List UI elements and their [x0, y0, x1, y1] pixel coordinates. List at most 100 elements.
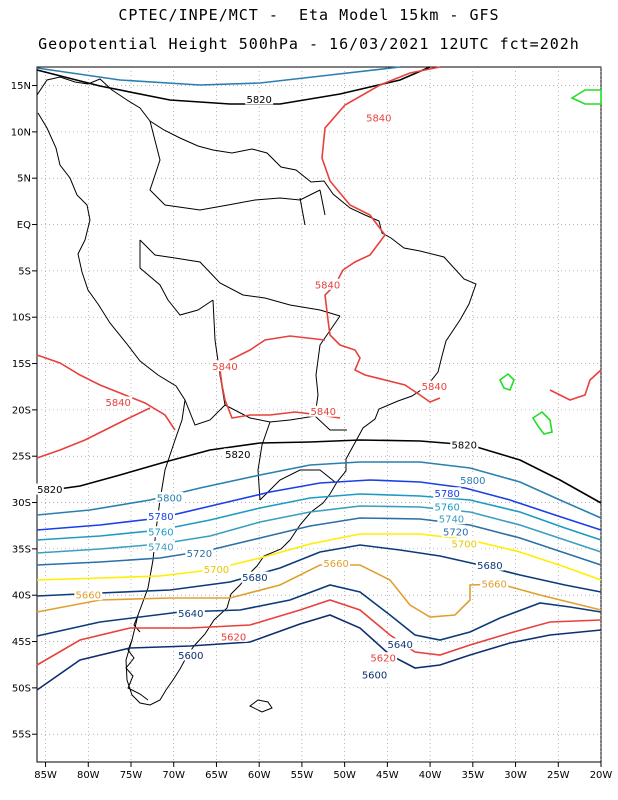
lat-tick-label: 15S	[12, 359, 31, 370]
country-borders	[139, 120, 347, 501]
contour-5680	[36, 544, 602, 597]
contour-5700	[36, 533, 602, 581]
contour-label-text: 5780	[148, 512, 173, 523]
lat-tick-label: 10N	[11, 127, 31, 138]
contour-label: 5720	[441, 526, 470, 539]
contour-label: 5840	[104, 396, 133, 409]
contour-label: 5660	[480, 578, 509, 591]
contour-5840-east	[549, 369, 602, 401]
contour-label-text: 5680	[242, 573, 267, 584]
contour-label: 5640	[176, 607, 205, 620]
contour-label-text: 5660	[323, 559, 348, 570]
contour-label: 5820	[245, 93, 274, 106]
contour-label: 5680	[475, 559, 504, 572]
contour-label-text: 5840	[422, 382, 447, 393]
contour-label-text: 5800	[460, 476, 485, 487]
contour-label: 5840	[313, 278, 342, 291]
contour-label-text: 5740	[148, 543, 173, 554]
contour-label: 5800	[155, 491, 184, 504]
contour-label: 5680	[240, 571, 269, 584]
lon-tick-label: 75W	[120, 770, 143, 781]
contour-label: 5820	[35, 483, 64, 496]
lon-tick-label: 35W	[462, 770, 485, 781]
contour-label-text: 5760	[148, 528, 173, 539]
lat-tick-label: 50S	[12, 683, 31, 694]
lat-tick-label: 5S	[18, 266, 31, 277]
contour-label: 5620	[369, 652, 398, 665]
contour-5880-cell-1	[570, 89, 602, 105]
contour-label-text: 5720	[187, 549, 212, 560]
lon-tick-label: 65W	[205, 770, 228, 781]
contour-5600	[36, 614, 602, 691]
contour-label-text: 5800	[157, 493, 182, 504]
contour-5800-north	[36, 66, 401, 86]
contour-label: 5700	[202, 563, 231, 576]
lon-tick-label: 60W	[248, 770, 271, 781]
contour-label: 5740	[146, 541, 175, 554]
contour-label: 5660	[74, 589, 103, 602]
contour-label: 5840	[309, 405, 338, 418]
contour-label: 5620	[219, 630, 248, 643]
contour-label: 5720	[185, 547, 214, 560]
lon-tick-label: 55W	[291, 770, 314, 781]
contour-label: 5780	[433, 487, 462, 500]
map-title-line1: CPTEC/INPE/MCT - Eta Model 15km - GFS	[118, 6, 500, 24]
lat-tick-label: 30S	[12, 498, 31, 509]
contour-5620	[36, 599, 602, 666]
contour-label-text: 5700	[204, 565, 229, 576]
lon-tick-label: 30W	[504, 770, 527, 781]
map-title-line2: Geopotential Height 500hPa - 16/03/2021 …	[38, 35, 580, 53]
contour-label-text: 5740	[439, 515, 464, 526]
lon-tick-label: 40W	[419, 770, 442, 781]
lat-tick-label: 35S	[12, 544, 31, 555]
contour-5880-cell-2	[498, 372, 515, 391]
lat-tick-label: EQ	[17, 220, 31, 231]
contour-label: 5740	[437, 513, 466, 526]
contour-label: 5760	[146, 526, 175, 539]
lat-tick-label: 20S	[12, 405, 31, 416]
lat-tick-label: 10S	[12, 313, 31, 324]
south-america-coastline	[36, 76, 477, 706]
contour-label-text: 5840	[366, 113, 391, 124]
contour-label-text: 5840	[105, 398, 130, 409]
contour-label: 5840	[211, 360, 239, 373]
contour-label-text: 5620	[221, 632, 246, 643]
contour-label-text: 5760	[434, 503, 459, 514]
contour-label-text: 5840	[315, 280, 340, 291]
contour-label: 5600	[360, 668, 389, 681]
contour-5880-cell-3	[531, 410, 553, 435]
contour-label-text: 5620	[370, 654, 395, 665]
contour-label-text: 5820	[246, 95, 271, 106]
lon-tick-label: 45W	[376, 770, 399, 781]
lon-tick-label: 80W	[77, 770, 100, 781]
contour-label-text: 5600	[178, 651, 203, 662]
contour-label-text: 5720	[443, 528, 468, 539]
contour-label: 5820	[223, 448, 252, 461]
lat-tick-label: 25S	[12, 452, 31, 463]
lat-tick-label: 40S	[12, 591, 31, 602]
lat-tick-label: 5N	[17, 174, 31, 185]
lat-tick-label: 55S	[12, 730, 31, 741]
axis-tick-labels: 15N 10N 5N EQ 5S 10S 15S 20S 25S 30S 35S 40S 45S 50S 5…	[11, 81, 613, 781]
contour-label-text: 5820	[225, 450, 250, 461]
contour-5800-south	[36, 461, 602, 519]
contour-5820-south	[36, 439, 602, 504]
contour-5840-brazil-west	[219, 335, 341, 419]
contour-label-text: 5660	[76, 591, 101, 602]
contour-label: 5760	[433, 501, 462, 514]
contour-label: 5700	[450, 538, 479, 551]
contour-label: 5600	[176, 649, 205, 662]
contour-labels: 5820 5840 5840 5840 5840 5840 5840 5820 5820 5820…	[35, 93, 509, 681]
lon-tick-label: 50W	[333, 770, 356, 781]
contour-label: 5660	[322, 557, 351, 570]
contour-label: 5780	[146, 510, 175, 523]
contour-label: 5840	[364, 111, 393, 124]
lon-tick-label: 20W	[590, 770, 613, 781]
lat-tick-label: 45S	[12, 637, 31, 648]
contour-label-text: 5640	[387, 640, 412, 651]
contour-label-text: 5680	[477, 561, 502, 572]
contour-label-text: 5640	[178, 609, 203, 620]
graticule-grid	[32, 67, 602, 767]
coastlines	[36, 76, 477, 713]
